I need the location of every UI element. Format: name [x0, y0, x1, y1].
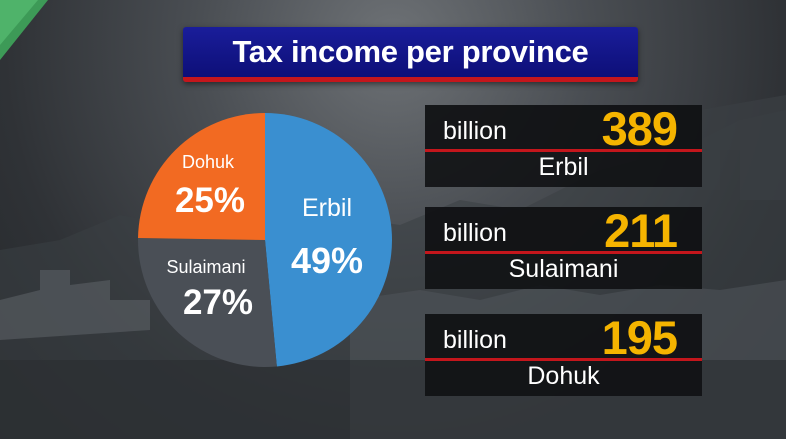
- slice-name-erbil: Erbil: [302, 194, 352, 222]
- green-corner-inner: [0, 0, 38, 45]
- card-name-row: [425, 254, 702, 289]
- title-banner: Tax income per province: [183, 27, 638, 82]
- card-value: 195: [601, 311, 678, 364]
- arch-structure: [700, 95, 786, 200]
- buildings-left: [0, 270, 150, 340]
- card-value: 211: [604, 204, 678, 257]
- card-name-row: [425, 152, 702, 187]
- card-province-name: Erbil: [538, 153, 589, 181]
- pie-slice-dohuk: [138, 113, 265, 240]
- slice-percent-dohuk: 25%: [175, 181, 245, 220]
- pie-slice-sulaimani: [137, 238, 277, 368]
- card-value: 389: [601, 102, 678, 155]
- slice-name-sulaimani: Sulaimani: [166, 257, 245, 277]
- card-value-row: billion 211: [425, 204, 702, 257]
- value-card-dohuk: billion 195 Dohuk: [425, 311, 702, 396]
- card-value-row: billion 389: [425, 102, 702, 155]
- slice-name-dohuk: Dohuk: [182, 152, 235, 172]
- card-name-row: [425, 361, 702, 396]
- card-province-name: Sulaimani: [508, 255, 619, 283]
- slice-percent-erbil: 49%: [291, 240, 363, 281]
- value-card-erbil: billion 389 Erbil: [425, 102, 702, 187]
- card-unit: billion: [443, 117, 507, 145]
- card-unit: billion: [443, 326, 507, 354]
- pie-slice-erbil: [265, 113, 392, 367]
- chart-title: Tax income per province: [232, 34, 589, 69]
- card-value-row: billion 195: [425, 311, 702, 364]
- card-province-name: Dohuk: [527, 362, 600, 390]
- card-unit: billion: [443, 219, 507, 247]
- slice-percent-sulaimani: 27%: [183, 283, 253, 322]
- value-card-sulaimani: billion 211 Sulaimani: [425, 204, 702, 289]
